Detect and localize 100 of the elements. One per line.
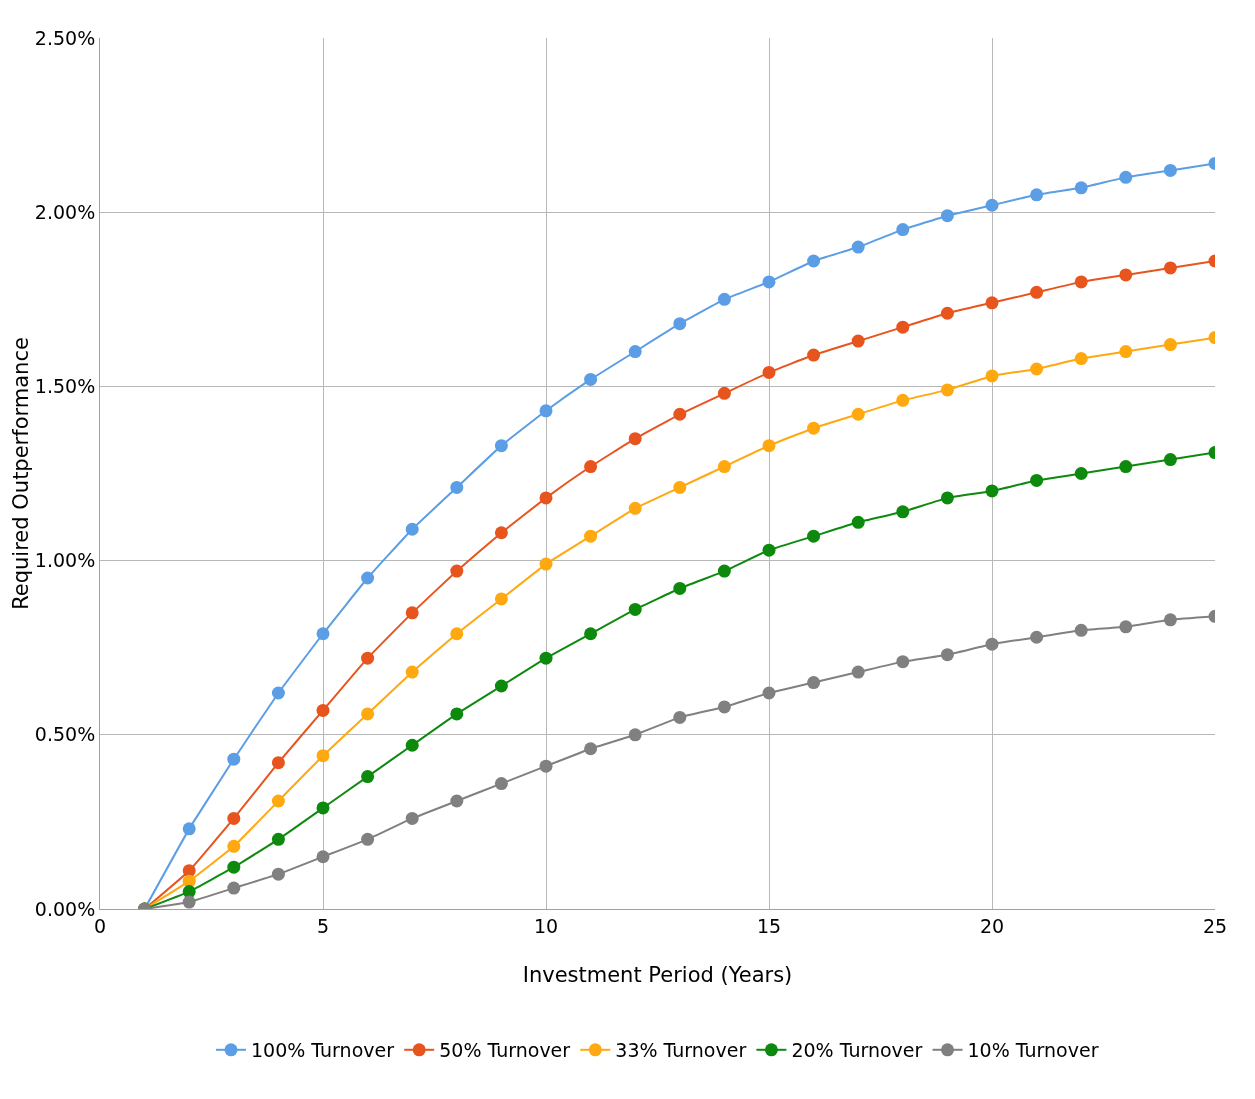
point — [494, 679, 508, 693]
point — [584, 529, 598, 543]
point — [762, 365, 776, 379]
y-axis-title: Required Outperformance — [8, 337, 33, 610]
legend-label: 10% Turnover — [967, 1039, 1099, 1062]
point — [405, 665, 419, 679]
x-tick-label: 10 — [533, 914, 559, 937]
point — [1074, 275, 1088, 289]
point — [1119, 170, 1133, 184]
legend-label: 50% Turnover — [439, 1039, 571, 1062]
point — [450, 564, 464, 578]
point — [940, 648, 954, 662]
point — [316, 850, 330, 864]
point — [316, 627, 330, 641]
point — [316, 749, 330, 763]
point — [851, 407, 865, 421]
point — [405, 522, 419, 536]
point — [539, 651, 553, 665]
point — [1119, 620, 1133, 634]
point — [851, 515, 865, 529]
point — [717, 386, 731, 400]
point — [673, 581, 687, 595]
point — [1163, 453, 1177, 467]
point — [584, 742, 598, 756]
point — [762, 275, 776, 289]
point — [271, 756, 285, 770]
point — [539, 491, 553, 505]
point — [182, 864, 196, 878]
point — [896, 393, 910, 407]
point — [985, 637, 999, 651]
point — [628, 602, 642, 616]
point — [1119, 268, 1133, 282]
point — [271, 867, 285, 881]
x-tick-label: 0 — [93, 914, 107, 937]
point — [940, 491, 954, 505]
point — [361, 651, 375, 665]
point — [807, 254, 821, 268]
point — [1119, 460, 1133, 474]
y-tick-label: 0.00% — [34, 897, 96, 920]
point — [1163, 338, 1177, 352]
point — [717, 460, 731, 474]
point — [182, 895, 196, 909]
point — [450, 480, 464, 494]
point — [494, 592, 508, 606]
point — [271, 794, 285, 808]
legend-label: 20% Turnover — [791, 1039, 923, 1062]
point — [450, 627, 464, 641]
y-tick-label: 1.50% — [34, 375, 96, 398]
point — [584, 460, 598, 474]
point — [762, 439, 776, 453]
point — [762, 543, 776, 557]
point — [940, 383, 954, 397]
point — [717, 564, 731, 578]
point — [985, 296, 999, 310]
point — [628, 501, 642, 515]
x-tick-label: 15 — [756, 914, 782, 937]
point — [762, 686, 776, 700]
legend-label: 33% Turnover — [615, 1039, 747, 1062]
point — [628, 432, 642, 446]
point — [940, 209, 954, 223]
point — [182, 822, 196, 836]
point — [405, 738, 419, 752]
point — [405, 811, 419, 825]
point — [985, 484, 999, 498]
point — [1030, 630, 1044, 644]
y-tick-label: 1.00% — [34, 549, 96, 572]
x-tick-label: 25 — [1202, 914, 1228, 937]
point — [807, 676, 821, 690]
point — [494, 777, 508, 791]
point — [227, 860, 241, 874]
x-tick-label: 5 — [316, 914, 330, 937]
point — [807, 348, 821, 362]
point — [271, 832, 285, 846]
point — [717, 292, 731, 306]
point — [1030, 473, 1044, 487]
point — [985, 198, 999, 212]
point — [450, 707, 464, 721]
point — [405, 606, 419, 620]
point — [673, 710, 687, 724]
point — [896, 223, 910, 237]
point — [1163, 261, 1177, 275]
point — [851, 240, 865, 254]
point — [450, 794, 464, 808]
point — [717, 700, 731, 714]
point — [494, 526, 508, 540]
point — [1074, 181, 1088, 195]
point — [1030, 285, 1044, 299]
point — [584, 372, 598, 386]
point — [896, 655, 910, 669]
point — [807, 421, 821, 435]
x-axis-title: Investment Period (Years) — [522, 963, 793, 987]
x-tick-label: 20 — [979, 914, 1005, 937]
point — [673, 480, 687, 494]
point — [227, 881, 241, 895]
point — [1030, 362, 1044, 376]
y-tick-label: 2.00% — [34, 200, 96, 223]
legend-label: 100% Turnover — [251, 1039, 395, 1062]
point — [896, 320, 910, 334]
point — [494, 439, 508, 453]
point — [1074, 467, 1088, 480]
